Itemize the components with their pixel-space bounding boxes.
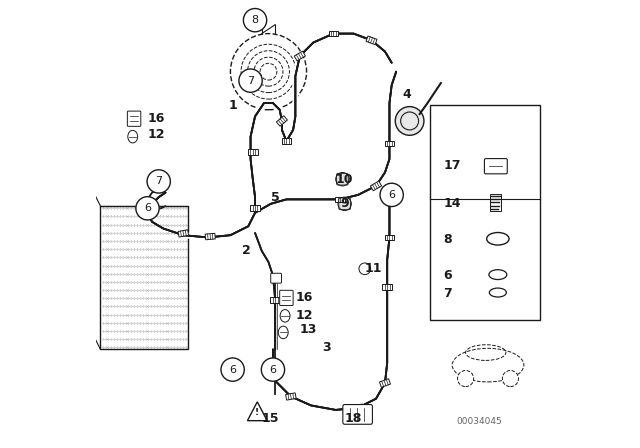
Text: 6: 6 bbox=[144, 203, 151, 213]
Text: 16: 16 bbox=[296, 291, 313, 305]
Text: 9: 9 bbox=[340, 197, 349, 211]
Text: 12: 12 bbox=[296, 309, 313, 323]
Circle shape bbox=[458, 370, 474, 387]
Polygon shape bbox=[285, 393, 296, 400]
Text: 2: 2 bbox=[241, 244, 250, 258]
Polygon shape bbox=[371, 181, 381, 191]
Text: 13: 13 bbox=[300, 323, 317, 336]
Text: 11: 11 bbox=[365, 262, 382, 276]
Circle shape bbox=[136, 197, 159, 220]
Polygon shape bbox=[385, 141, 394, 146]
Polygon shape bbox=[178, 230, 189, 237]
Circle shape bbox=[221, 358, 244, 381]
Polygon shape bbox=[270, 297, 280, 303]
Circle shape bbox=[396, 107, 424, 135]
Ellipse shape bbox=[128, 130, 138, 143]
Text: 18: 18 bbox=[344, 412, 362, 426]
Text: !: ! bbox=[255, 408, 259, 417]
Polygon shape bbox=[353, 404, 364, 411]
Polygon shape bbox=[385, 235, 394, 240]
Circle shape bbox=[147, 170, 170, 193]
Text: 17: 17 bbox=[443, 159, 461, 172]
Text: 4: 4 bbox=[403, 87, 412, 101]
Text: 6: 6 bbox=[388, 190, 395, 200]
FancyBboxPatch shape bbox=[343, 405, 372, 424]
Text: 15: 15 bbox=[262, 412, 279, 426]
Bar bbox=[100, 206, 188, 349]
Text: 10: 10 bbox=[335, 172, 353, 186]
Ellipse shape bbox=[278, 326, 288, 339]
Text: 8: 8 bbox=[443, 233, 452, 246]
Text: 1: 1 bbox=[228, 99, 237, 112]
Polygon shape bbox=[276, 116, 287, 126]
Text: 6: 6 bbox=[443, 269, 452, 282]
Polygon shape bbox=[250, 206, 260, 211]
Polygon shape bbox=[366, 36, 377, 45]
Bar bbox=[430, 105, 540, 320]
Text: 7: 7 bbox=[247, 76, 254, 86]
Polygon shape bbox=[380, 379, 390, 388]
Text: 7: 7 bbox=[155, 177, 163, 186]
Text: 5: 5 bbox=[271, 190, 280, 204]
Text: 7: 7 bbox=[443, 287, 452, 300]
Circle shape bbox=[380, 183, 403, 207]
Text: 3: 3 bbox=[323, 340, 331, 354]
Polygon shape bbox=[282, 138, 291, 144]
FancyBboxPatch shape bbox=[271, 273, 282, 283]
Circle shape bbox=[502, 370, 518, 387]
Polygon shape bbox=[248, 402, 267, 421]
Text: 16: 16 bbox=[147, 112, 165, 125]
Text: 6: 6 bbox=[269, 365, 276, 375]
Circle shape bbox=[335, 172, 349, 186]
Polygon shape bbox=[382, 284, 392, 289]
Text: 14: 14 bbox=[443, 197, 461, 211]
FancyBboxPatch shape bbox=[484, 159, 508, 174]
Polygon shape bbox=[205, 233, 215, 240]
FancyBboxPatch shape bbox=[280, 290, 293, 306]
Bar bbox=[490, 194, 501, 211]
Ellipse shape bbox=[280, 310, 290, 322]
Polygon shape bbox=[248, 150, 258, 155]
Circle shape bbox=[243, 9, 267, 32]
Text: 6: 6 bbox=[229, 365, 236, 375]
Text: 8: 8 bbox=[252, 15, 259, 25]
Circle shape bbox=[261, 358, 285, 381]
Polygon shape bbox=[335, 197, 345, 202]
Text: 00034045: 00034045 bbox=[456, 417, 502, 426]
Text: 12: 12 bbox=[147, 128, 165, 141]
Polygon shape bbox=[328, 31, 339, 36]
Circle shape bbox=[338, 197, 351, 211]
FancyBboxPatch shape bbox=[127, 111, 141, 126]
Circle shape bbox=[239, 69, 262, 92]
Polygon shape bbox=[294, 51, 305, 61]
